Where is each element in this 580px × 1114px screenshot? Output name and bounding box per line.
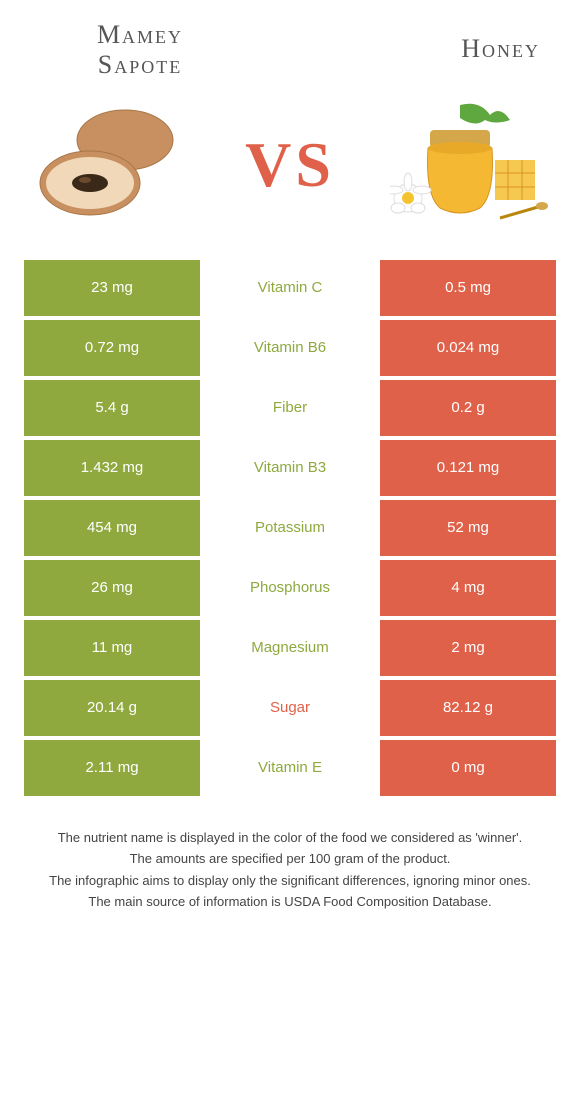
- footer-notes: The nutrient name is displayed in the co…: [0, 800, 580, 912]
- cell-nutrient-name: Vitamin E: [200, 740, 380, 796]
- cell-nutrient-name: Potassium: [200, 500, 380, 556]
- cell-nutrient-name: Sugar: [200, 680, 380, 736]
- food-left-title: Mamey Sapote: [40, 20, 240, 80]
- table-row: 2.11 mgVitamin E0 mg: [24, 740, 556, 796]
- cell-nutrient-name: Vitamin B6: [200, 320, 380, 376]
- vs-label: VS: [245, 128, 335, 202]
- cell-left-value: 0.72 mg: [24, 320, 200, 376]
- cell-left-value: 23 mg: [24, 260, 200, 316]
- honey-image: [390, 100, 550, 230]
- cell-left-value: 1.432 mg: [24, 440, 200, 496]
- cell-left-value: 11 mg: [24, 620, 200, 676]
- food-left-title-line1: Mamey: [97, 20, 183, 49]
- cell-right-value: 0.2 g: [380, 380, 556, 436]
- mamey-sapote-image: [30, 100, 190, 230]
- footer-line-4: The main source of information is USDA F…: [20, 892, 560, 912]
- footer-line-3: The infographic aims to display only the…: [20, 871, 560, 891]
- cell-nutrient-name: Fiber: [200, 380, 380, 436]
- table-row: 0.72 mgVitamin B60.024 mg: [24, 320, 556, 376]
- cell-right-value: 0 mg: [380, 740, 556, 796]
- cell-nutrient-name: Vitamin B3: [200, 440, 380, 496]
- table-row: 1.432 mgVitamin B30.121 mg: [24, 440, 556, 496]
- header: Mamey Sapote Honey: [0, 0, 580, 90]
- cell-left-value: 20.14 g: [24, 680, 200, 736]
- cell-left-value: 454 mg: [24, 500, 200, 556]
- food-left-title-line2: Sapote: [98, 50, 182, 79]
- cell-right-value: 0.121 mg: [380, 440, 556, 496]
- cell-nutrient-name: Vitamin C: [200, 260, 380, 316]
- cell-left-value: 26 mg: [24, 560, 200, 616]
- cell-right-value: 0.5 mg: [380, 260, 556, 316]
- cell-left-value: 5.4 g: [24, 380, 200, 436]
- vs-row: VS: [0, 90, 580, 260]
- cell-right-value: 4 mg: [380, 560, 556, 616]
- cell-right-value: 2 mg: [380, 620, 556, 676]
- table-row: 5.4 gFiber0.2 g: [24, 380, 556, 436]
- footer-line-2: The amounts are specified per 100 gram o…: [20, 849, 560, 869]
- cell-left-value: 2.11 mg: [24, 740, 200, 796]
- table-row: 11 mgMagnesium2 mg: [24, 620, 556, 676]
- cell-nutrient-name: Phosphorus: [200, 560, 380, 616]
- table-row: 23 mgVitamin C0.5 mg: [24, 260, 556, 316]
- cell-right-value: 82.12 g: [380, 680, 556, 736]
- table-row: 454 mgPotassium52 mg: [24, 500, 556, 556]
- cell-nutrient-name: Magnesium: [200, 620, 380, 676]
- nutrient-table: 23 mgVitamin C0.5 mg0.72 mgVitamin B60.0…: [0, 260, 580, 796]
- footer-line-1: The nutrient name is displayed in the co…: [20, 828, 560, 848]
- food-right-title: Honey: [340, 20, 540, 80]
- cell-right-value: 0.024 mg: [380, 320, 556, 376]
- table-row: 20.14 gSugar82.12 g: [24, 680, 556, 736]
- table-row: 26 mgPhosphorus4 mg: [24, 560, 556, 616]
- cell-right-value: 52 mg: [380, 500, 556, 556]
